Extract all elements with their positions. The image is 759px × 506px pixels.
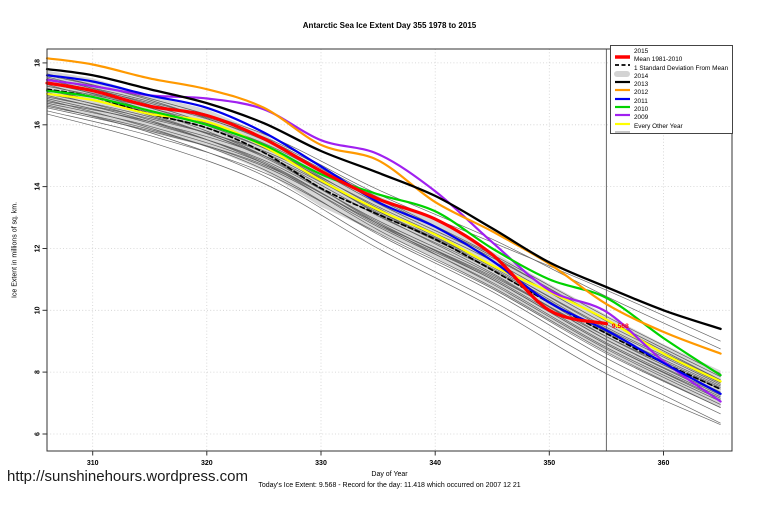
- legend-line-swatch: [615, 55, 630, 59]
- series-2011: [45, 89, 722, 377]
- page-title: Antarctic Sea Ice Extent Day 355 1978 to…: [302, 21, 477, 30]
- legend-item-1-standard-deviation-from-mean: 1 Standard Deviation From Mean: [614, 64, 731, 77]
- svg-text:12: 12: [35, 245, 42, 253]
- series-2012: [45, 74, 722, 395]
- current-value-annotation: 9.568: [612, 323, 629, 330]
- svg-text:16: 16: [35, 121, 42, 129]
- legend-item-mean-1981-2010: Mean 1981-2010: [614, 56, 731, 67]
- svg-text:350: 350: [543, 460, 555, 467]
- y-tick-labels: 6 8 10 12 14 16 18: [35, 59, 42, 436]
- legend-band-swatch: [614, 70, 630, 77]
- legend-label: 2015: [634, 48, 649, 55]
- x-tick-labels: 310 320 330 340 350 360: [87, 460, 670, 467]
- svg-text:320: 320: [201, 460, 213, 467]
- legend-item-2015: 2015: [614, 48, 731, 59]
- series-2014: [45, 67, 722, 331]
- y-axis-title: Ice Extent in millions of sq. km.: [12, 202, 19, 298]
- svg-text:330: 330: [315, 460, 327, 467]
- legend-line-swatch: [615, 114, 630, 117]
- legend-line-swatch: [615, 97, 630, 100]
- legend-line-swatch: [615, 131, 630, 133]
- legend-line-swatch: [615, 89, 630, 92]
- footer-caption: Today's Ice Extent: 9.568 - Record for t…: [258, 482, 521, 489]
- svg-text:6: 6: [35, 432, 42, 436]
- svg-text:8: 8: [35, 370, 42, 374]
- series-2013: [45, 57, 722, 355]
- legend-label: 2011: [634, 97, 648, 105]
- legend-item-2013: 2013: [614, 81, 731, 92]
- legend-item-2010: 2010: [614, 106, 731, 117]
- legend-label: 2009: [634, 114, 649, 122]
- svg-text:360: 360: [658, 460, 670, 467]
- svg-text:14: 14: [35, 183, 42, 191]
- legend-item-every-other-year: Every Other Year: [614, 122, 731, 133]
- legend-label: 2012: [634, 89, 649, 97]
- legend-line-swatch: [615, 64, 630, 67]
- series-2009: [45, 92, 722, 383]
- legend-item-2012: 2012: [614, 89, 731, 100]
- svg-text:310: 310: [87, 460, 99, 467]
- svg-text:18: 18: [35, 59, 42, 67]
- legend: 2015 Mean 1981-2010 1 Standard Deviation F…: [610, 45, 733, 134]
- legend-label: Mean 1981-2010: [634, 56, 683, 64]
- footer-url: http://sunshinehours.wordpress.com: [7, 468, 248, 485]
- legend-label: 2014: [634, 72, 649, 80]
- legend-line-swatch: [615, 105, 630, 109]
- legend-item-2014: 2014: [614, 72, 731, 84]
- plot-border: [46, 48, 733, 452]
- svg-text:340: 340: [429, 460, 441, 467]
- legend-label: 2010: [634, 106, 649, 114]
- legend-label: 1 Standard Deviation From Mean: [634, 64, 729, 72]
- svg-text:10: 10: [35, 306, 42, 314]
- legend-line-swatch: [615, 122, 630, 125]
- legend-line-swatch: [615, 80, 630, 84]
- legend-label: Every Other Year: [634, 122, 683, 130]
- series-2015: [45, 81, 608, 326]
- legend-item-2011: 2011: [614, 97, 731, 109]
- legend-item-2009: 2009: [614, 114, 731, 125]
- x-axis-title: Day of Year: [371, 471, 408, 478]
- axis-ticks: [42, 62, 664, 456]
- legend-label: 2013: [634, 81, 649, 89]
